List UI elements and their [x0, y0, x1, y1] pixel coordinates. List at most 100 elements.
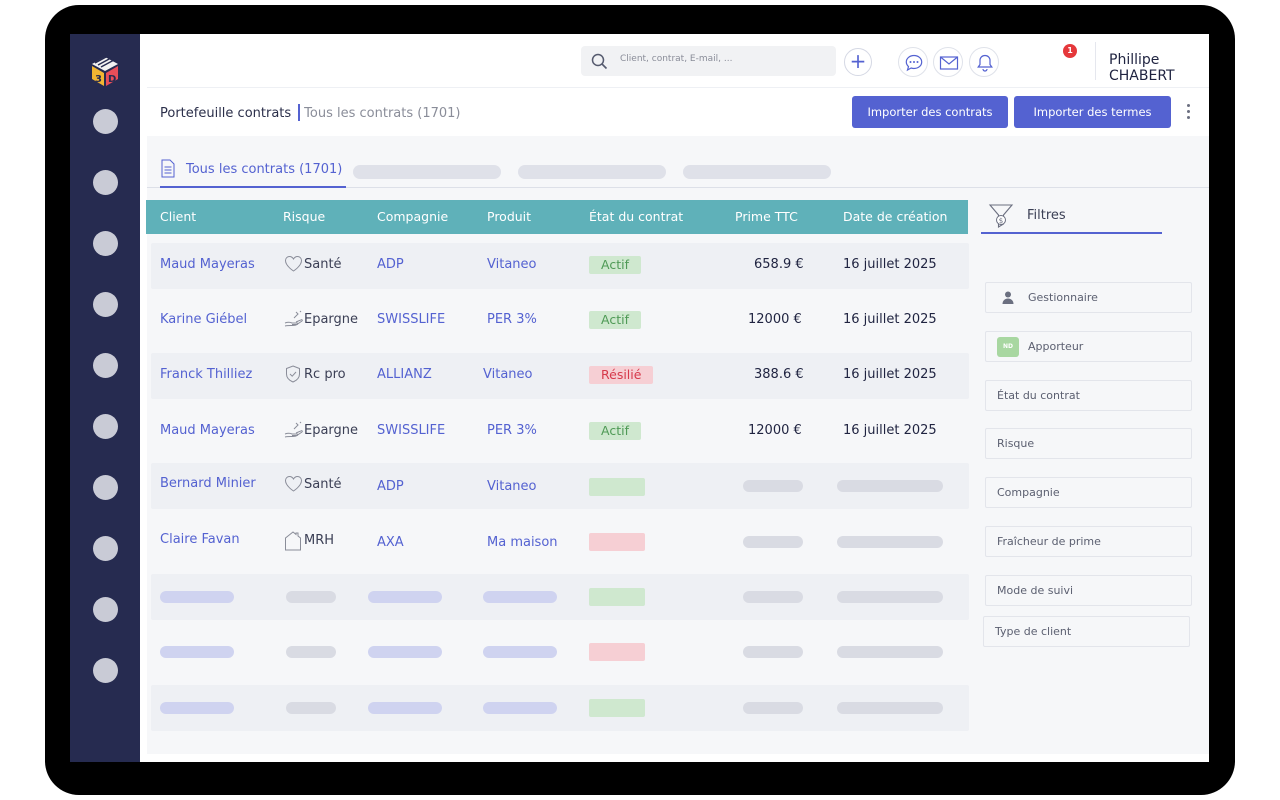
- product-name[interactable]: PER 3%: [487, 312, 537, 327]
- import-terms-button[interactable]: Importer des termes: [1014, 96, 1171, 128]
- company-name[interactable]: ADP: [377, 479, 404, 494]
- client-name[interactable]: Karine Giébel: [160, 312, 248, 327]
- search-input[interactable]: Client, contrat, E-mail, ...: [581, 46, 836, 76]
- status-badge: [589, 478, 645, 496]
- product-name[interactable]: Vitaneo: [487, 479, 537, 494]
- cell-placeholder: [160, 646, 234, 658]
- table-row[interactable]: Maud Mayeras Santé ADP Vitaneo Actif 658…: [151, 243, 969, 289]
- company-name[interactable]: AXA: [377, 535, 404, 550]
- filter-premium-freshness[interactable]: Fraîcheur de prime: [985, 526, 1192, 557]
- table-row[interactable]: Maud Mayeras Epargne SWISSLIFE PER 3% Ac…: [151, 409, 969, 455]
- premium-placeholder: [743, 480, 803, 492]
- cell-placeholder: [837, 591, 943, 603]
- sidebar-item-5[interactable]: [93, 353, 118, 378]
- import-contracts-button[interactable]: Importer des contrats: [852, 96, 1008, 128]
- risk-cell: Santé: [284, 475, 342, 492]
- premium-value: 12000 €: [748, 312, 802, 327]
- sidebar-item-7[interactable]: [93, 475, 118, 500]
- main-content: Tous les contrats (1701) Client Risque C…: [146, 136, 1209, 754]
- product-name[interactable]: Vitaneo: [487, 257, 537, 272]
- header-divider: [1095, 42, 1096, 80]
- table-row[interactable]: Bernard Minier Santé ADP Vitaneo: [151, 463, 969, 509]
- company-name[interactable]: SWISSLIFE: [377, 312, 446, 327]
- table-row[interactable]: Claire Favan MRH AXA Ma maison: [151, 519, 969, 565]
- table-row[interactable]: Karine Giébel Epargne SWISSLIFE PER 3% A…: [151, 298, 969, 344]
- status-badge: Actif: [589, 311, 641, 329]
- filter-client-type[interactable]: Type de client: [983, 616, 1190, 647]
- filter-contract-state[interactable]: État du contrat: [985, 380, 1192, 411]
- chat-icon: [905, 54, 923, 72]
- search-icon: [591, 53, 608, 70]
- risk-cell: Epargne: [284, 310, 358, 327]
- table-row[interactable]: Franck Thilliez Rc pro ALLIANZ Vitaneo R…: [151, 353, 969, 399]
- cell-placeholder: [743, 646, 803, 658]
- risk-cell: Santé: [284, 255, 342, 272]
- filter-client-type-label: Type de client: [995, 625, 1072, 638]
- col-status[interactable]: État du contrat: [589, 209, 684, 224]
- product-name[interactable]: Vitaneo: [483, 367, 533, 382]
- mail-icon: [939, 56, 959, 70]
- savings-hand-icon: [284, 421, 303, 438]
- client-name[interactable]: Claire Favan: [160, 532, 240, 547]
- cell-placeholder: [743, 702, 803, 714]
- table-row-placeholder: [151, 574, 969, 620]
- company-name[interactable]: ALLIANZ: [377, 367, 432, 382]
- tab-placeholder-3[interactable]: [683, 165, 831, 179]
- chat-button[interactable]: [898, 47, 928, 77]
- user-name[interactable]: Phillipe CHABERT: [1109, 52, 1175, 84]
- sidebar-item-3[interactable]: [93, 231, 118, 256]
- cell-placeholder: [160, 702, 234, 714]
- product-name[interactable]: Ma maison: [487, 535, 558, 550]
- table-row-placeholder: [151, 685, 969, 731]
- filter-referrer[interactable]: ND Apporteur: [985, 331, 1192, 362]
- col-risk[interactable]: Risque: [283, 209, 326, 224]
- client-name[interactable]: Maud Mayeras: [160, 423, 255, 438]
- status-placeholder: [589, 643, 645, 661]
- company-name[interactable]: SWISSLIFE: [377, 423, 446, 438]
- col-premium[interactable]: Prime TTC: [735, 209, 798, 224]
- filter-premium-freshness-label: Fraîcheur de prime: [997, 535, 1101, 548]
- tab-all-contracts[interactable]: Tous les contrats (1701): [160, 159, 347, 188]
- tab-placeholder-1[interactable]: [353, 165, 501, 179]
- tab-placeholder-2[interactable]: [518, 165, 666, 179]
- sidebar-item-6[interactable]: [93, 414, 118, 439]
- user-icon: [1002, 291, 1014, 304]
- add-button[interactable]: +: [844, 48, 872, 76]
- sidebar-item-10[interactable]: [93, 658, 118, 683]
- filter-company[interactable]: Compagnie: [985, 477, 1192, 508]
- filters-header[interactable]: $ Filtres: [981, 198, 1162, 234]
- company-name[interactable]: ADP: [377, 257, 404, 272]
- filter-company-label: Compagnie: [997, 486, 1060, 499]
- filter-risk[interactable]: Risque: [985, 428, 1192, 459]
- app-logo[interactable]: 3 D: [88, 54, 122, 88]
- breadcrumb-root[interactable]: Portefeuille contrats: [160, 106, 292, 121]
- col-created[interactable]: Date de création: [843, 209, 948, 224]
- cell-placeholder: [837, 646, 943, 658]
- tab-bar: Tous les contrats (1701): [147, 136, 1209, 188]
- client-name[interactable]: Maud Mayeras: [160, 257, 255, 272]
- col-company[interactable]: Compagnie: [377, 209, 449, 224]
- house-icon: [285, 531, 301, 551]
- sidebar-item-8[interactable]: [93, 536, 118, 561]
- premium-value: 658.9 €: [754, 257, 804, 272]
- sidebar-item-2[interactable]: [93, 170, 118, 195]
- filter-manager[interactable]: Gestionnaire: [985, 282, 1192, 313]
- col-product[interactable]: Produit: [487, 209, 532, 224]
- mail-button[interactable]: [933, 47, 963, 77]
- premium-value: 388.6 €: [754, 367, 804, 382]
- more-options-icon[interactable]: [1187, 104, 1191, 122]
- risk-label: Santé: [304, 477, 342, 492]
- notifications-button[interactable]: [969, 47, 999, 77]
- sidebar-item-1[interactable]: [93, 109, 118, 134]
- client-name[interactable]: Bernard Minier: [160, 476, 256, 491]
- client-name[interactable]: Franck Thilliez: [160, 367, 253, 382]
- filter-contract-state-label: État du contrat: [997, 389, 1080, 402]
- sidebar-item-4[interactable]: [93, 292, 118, 317]
- cell-placeholder: [837, 702, 943, 714]
- sidebar-item-9[interactable]: [93, 597, 118, 622]
- filter-follow-mode[interactable]: Mode de suivi: [985, 575, 1192, 606]
- svg-text:3: 3: [95, 74, 102, 85]
- cell-placeholder: [160, 591, 234, 603]
- col-client[interactable]: Client: [160, 209, 197, 224]
- product-name[interactable]: PER 3%: [487, 423, 537, 438]
